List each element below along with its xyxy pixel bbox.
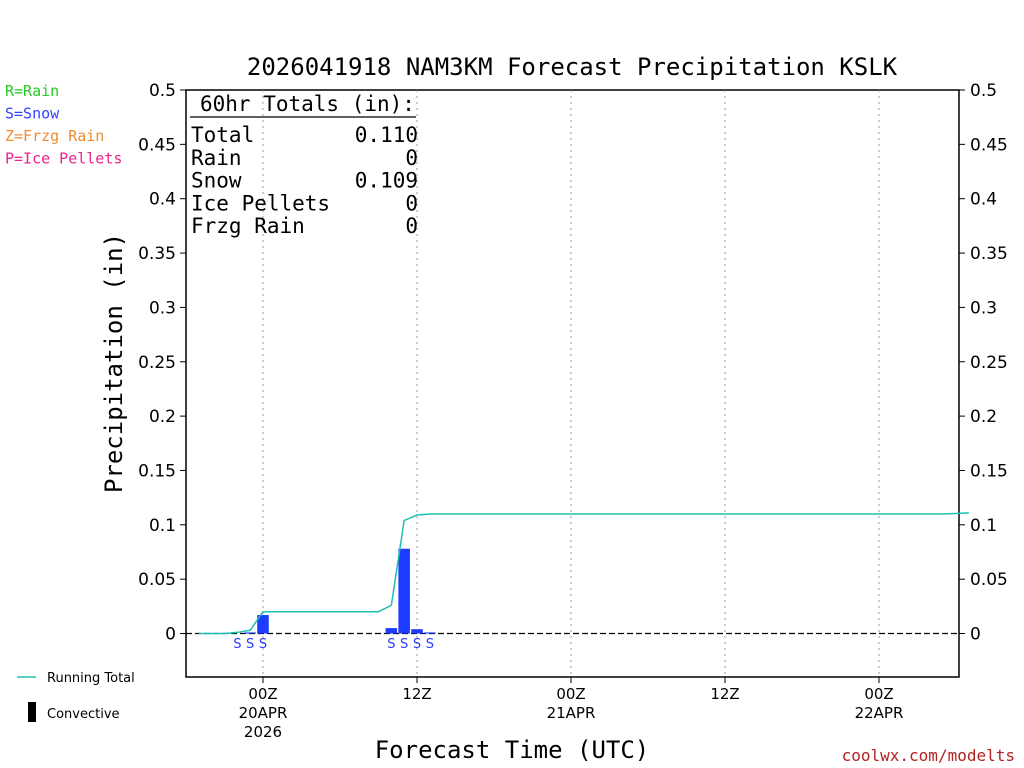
precip-type-marker: S: [233, 637, 241, 652]
x-tick-label: 21APR: [547, 704, 596, 722]
series-legend: Running Total Convective: [17, 671, 135, 722]
y-axis-right: 0 0.05 0.1 0.15 0.2 0.25 0.3 0.35 0.4 0.45 0.5: [959, 81, 1008, 645]
y-tick-label-left: 0.15: [138, 461, 176, 481]
y-tick-label-right: 0.15: [970, 461, 1008, 481]
convective-bars: [244, 548, 436, 634]
precip-type-marker: S: [400, 637, 408, 652]
totals-row-label: Ice Pellets: [191, 191, 330, 215]
y-tick-label-left: 0.05: [138, 570, 176, 590]
y-tick-label-left: 0.4: [149, 190, 176, 210]
convective-bar: [385, 628, 398, 634]
precip-type-legend-item: Z=Frzg Rain: [5, 127, 104, 145]
x-tick-label: 22APR: [855, 704, 904, 722]
y-tick-label-left: 0: [165, 625, 176, 645]
convective-bar: [244, 632, 256, 634]
precip-type-legend-item: R=Rain: [5, 82, 59, 100]
running-total-line: [198, 512, 969, 635]
precip-type-marker: S: [246, 637, 254, 652]
chart-title: 2026041918 NAM3KM Forecast Precipitation…: [247, 53, 898, 81]
x-tick-label: 00Z: [556, 685, 585, 703]
y-tick-label-left: 0.2: [149, 407, 176, 427]
totals-row-value: 0.109: [355, 169, 418, 193]
y-tick-label-left: 0.1: [149, 516, 176, 536]
plot-frame: [185, 89, 960, 678]
y-axis-title: Precipitation (in): [100, 233, 128, 493]
x-tick-label: 12Z: [710, 685, 739, 703]
x-tick-label: 00Z: [248, 685, 277, 703]
y-tick-label-right: 0: [970, 625, 981, 645]
totals-header: 60hr Totals (in):: [200, 92, 415, 116]
totals-row-label: Snow: [191, 169, 242, 193]
y-tick-label-right: 0.4: [970, 190, 997, 210]
y-tick-label-left: 0.3: [149, 298, 176, 318]
y-tick-label-left: 0.5: [149, 81, 176, 101]
precip-type-marker: S: [426, 637, 434, 652]
y-tick-label-right: 0.5: [970, 81, 997, 101]
totals-row-label: Total: [191, 123, 254, 147]
totals-row-value: 0.110: [355, 123, 418, 147]
x-tick-label: 00Z: [864, 685, 893, 703]
totals-box: 60hr Totals (in): Total 0.110 Rain 0 Snow 0.1…: [190, 92, 418, 238]
x-tick-label: 12Z: [402, 685, 431, 703]
y-tick-label-right: 0.1: [970, 516, 997, 536]
precip-type-legend-item: P=Ice Pellets: [5, 150, 122, 168]
y-tick-label-right: 0.3: [970, 298, 997, 318]
y-tick-label-right: 0.45: [970, 135, 1008, 155]
precip-type-marker: S: [259, 637, 267, 652]
x-tick-label: 20APR: [239, 704, 288, 722]
precip-type-marker: S: [413, 637, 421, 652]
x-axis-title: Forecast Time (UTC): [375, 736, 650, 764]
convective-legend-label: Convective: [47, 707, 120, 722]
y-tick-label-right: 0.25: [970, 353, 1008, 373]
y-tick-label-right: 0.05: [970, 570, 1008, 590]
totals-row-label: Rain: [191, 146, 242, 170]
convective-bar: [257, 615, 269, 634]
y-tick-label-left: 0.35: [138, 244, 176, 264]
totals-row-value: 0: [405, 146, 418, 170]
totals-row-label: Frzg Rain: [191, 214, 305, 238]
convective-legend-swatch: [28, 702, 36, 722]
y-axis-left: 0 0.05 0.1 0.15 0.2 0.25 0.3 0.35 0.4 0.45 0.5: [138, 81, 186, 645]
y-tick-label-right: 0.2: [970, 407, 997, 427]
convective-bar: [424, 632, 436, 634]
totals-row-value: 0: [405, 214, 418, 238]
totals-row-value: 0: [405, 191, 418, 215]
convective-bar: [411, 629, 423, 634]
precip-type-marker: S: [387, 637, 395, 652]
y-tick-label-right: 0.35: [970, 244, 1008, 264]
precip-type-legend: R=Rain S=Snow Z=Frzg Rain P=Ice Pellets: [5, 82, 122, 168]
credit-text: coolwx.com/modelts: [842, 746, 1015, 765]
y-tick-label-left: 0.45: [138, 135, 176, 155]
time-gridlines: [262, 90, 880, 677]
x-tick-label: 2026: [244, 723, 282, 741]
running-total-legend-label: Running Total: [47, 671, 135, 686]
convective-bar: [398, 548, 410, 634]
y-tick-label-left: 0.25: [138, 353, 176, 373]
precip-type-legend-item: S=Snow: [5, 105, 60, 123]
